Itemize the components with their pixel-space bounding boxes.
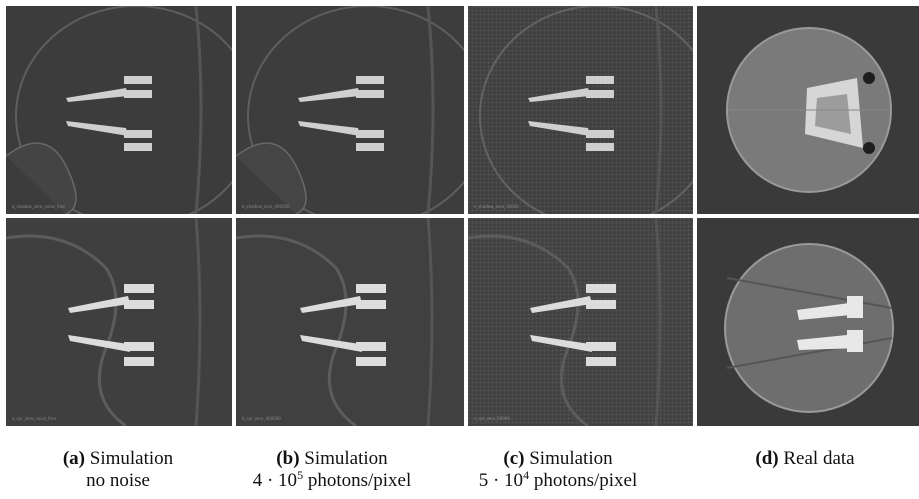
caption-c-line2: 5 · 104 photons/pixel — [458, 468, 658, 492]
overlay-label: a_shadow_zero_noise_free — [12, 204, 65, 209]
caption-c-exp: 4 — [523, 468, 530, 482]
caption-c-label: (c) — [503, 448, 525, 469]
caption-b-line2: 4 · 105 photons/pixel — [232, 468, 432, 492]
caption-b: (b) Simulation 4 · 105 photons/pixel — [232, 448, 432, 492]
panel-c-top-image: c_shadow_zero_50000 — [468, 6, 693, 214]
caption-d: (d) Real data — [700, 448, 910, 470]
caption-d-text: Real data — [783, 448, 855, 469]
panel-d-top-image — [697, 6, 919, 214]
figure-grid: a_shadow_zero_noise_free b_shadow_zero_4… — [6, 6, 919, 426]
caption-b-exp: 5 — [297, 468, 304, 482]
panel-a-top-image: a_shadow_zero_noise_free — [6, 6, 232, 214]
caption-a-label: (a) — [62, 448, 85, 469]
panel-d-bottom-image — [697, 218, 919, 426]
panel-a-bottom-image: a_cpr_zero_noise_free — [6, 218, 232, 426]
caption-c-text: Simulation — [529, 448, 613, 469]
caption-a-line2: no noise — [86, 470, 150, 491]
overlay-label: b_shadow_zero_400000 — [242, 204, 290, 209]
panel-b-bottom-image: b_cpr_zero_400000 — [236, 218, 464, 426]
caption-a-text: Simulation — [89, 448, 174, 469]
caption-b-base: 4 · 10 — [252, 470, 298, 491]
caption-b-unit: photons/pixel — [303, 470, 412, 491]
panel-b-top-image: b_shadow_zero_400000 — [236, 6, 464, 214]
overlay-label: c_shadow_zero_50000 — [474, 204, 519, 209]
overlay-label: a_cpr_zero_noise_free — [12, 416, 56, 421]
panel-c-bottom-image: c_cpr_zero_50000 — [468, 218, 693, 426]
caption-b-label: (b) — [276, 448, 300, 469]
caption-c-base: 5 · 10 — [478, 470, 524, 491]
overlay-label: b_cpr_zero_400000 — [242, 416, 281, 421]
caption-c-unit: photons/pixel — [529, 470, 638, 491]
overlay-label: c_cpr_zero_50000 — [474, 416, 510, 421]
caption-a: (a) Simulation no noise — [18, 448, 218, 492]
caption-b-text: Simulation — [304, 448, 388, 469]
caption-d-label: (d) — [755, 448, 779, 469]
caption-c: (c) Simulation 5 · 104 photons/pixel — [458, 448, 658, 492]
